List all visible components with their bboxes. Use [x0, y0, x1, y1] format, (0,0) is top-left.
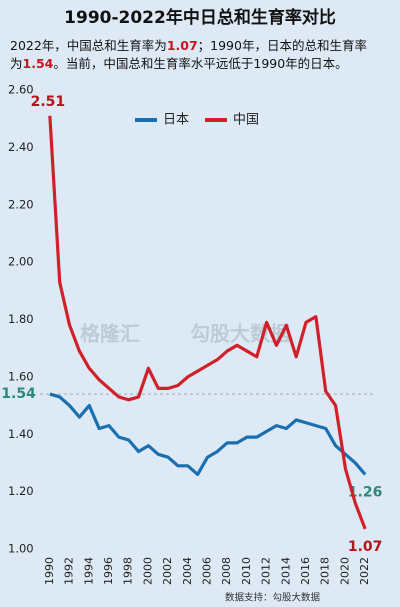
subtitle-part: 。当前，中国总和生育率水平远低于1990年的日本。	[53, 56, 347, 71]
x-tick-label: 1994	[82, 557, 95, 585]
x-tick-label: 2014	[279, 557, 292, 585]
subtitle: 为1.54。当前，中国总和生育率水平远低于1990年的日本。	[10, 56, 348, 71]
x-tick-label: 2020	[338, 557, 351, 585]
y-tick-label: 1.80	[8, 312, 34, 326]
x-tick-label: 1996	[102, 557, 115, 585]
x-tick-label: 2008	[220, 557, 233, 585]
y-tick-label: 2.00	[8, 255, 34, 269]
data-label: 1.54	[1, 386, 36, 402]
x-tick-label: 2000	[141, 557, 154, 585]
x-tick-label: 2006	[201, 557, 214, 585]
x-tick-label: 2004	[181, 557, 194, 585]
source: 数据支持：勾股大数据	[225, 592, 321, 604]
x-tick-label: 2016	[299, 557, 312, 585]
data-label: 1.26	[348, 484, 383, 500]
subtitle-part: 为	[10, 56, 23, 71]
x-tick-label: 2010	[240, 557, 253, 585]
series-line	[48, 115, 367, 530]
y-tick-label: 1.00	[8, 542, 34, 556]
subtitle-part: ；1990年，日本的总和生育率	[198, 38, 367, 53]
x-tick-label: 2022	[358, 557, 371, 585]
subtitle-highlight: 1.07	[167, 38, 198, 53]
subtitle-highlight: 1.54	[23, 56, 54, 71]
watermark: 格隆汇	[80, 322, 140, 346]
x-tick-label: 1998	[122, 557, 135, 585]
y-tick-label: 1.20	[8, 484, 34, 498]
x-tick-label: 2012	[260, 557, 273, 585]
y-tick-label: 1.40	[8, 427, 34, 441]
data-label: 1.07	[348, 539, 383, 555]
subtitle: 2022年，中国总和生育率为1.07；1990年，日本的总和生育率	[10, 38, 367, 53]
legend-label: 日本	[163, 113, 189, 128]
y-tick-label: 2.20	[8, 197, 34, 211]
x-tick-label: 1992	[63, 557, 76, 585]
x-tick-label: 2002	[161, 557, 174, 585]
y-tick-label: 1.60	[8, 369, 34, 383]
chart-title: 1990-2022年中日总和生育率对比	[64, 7, 336, 28]
x-tick-label: 2018	[319, 557, 332, 585]
y-tick-label: 2.60	[8, 83, 34, 97]
data-label: 2.51	[31, 94, 66, 110]
y-tick-label: 2.40	[8, 140, 34, 154]
legend-label: 中国	[233, 113, 259, 128]
subtitle-part: 2022年，中国总和生育率为	[10, 38, 167, 53]
x-tick-label: 1990	[43, 557, 56, 585]
series-line	[49, 392, 367, 477]
